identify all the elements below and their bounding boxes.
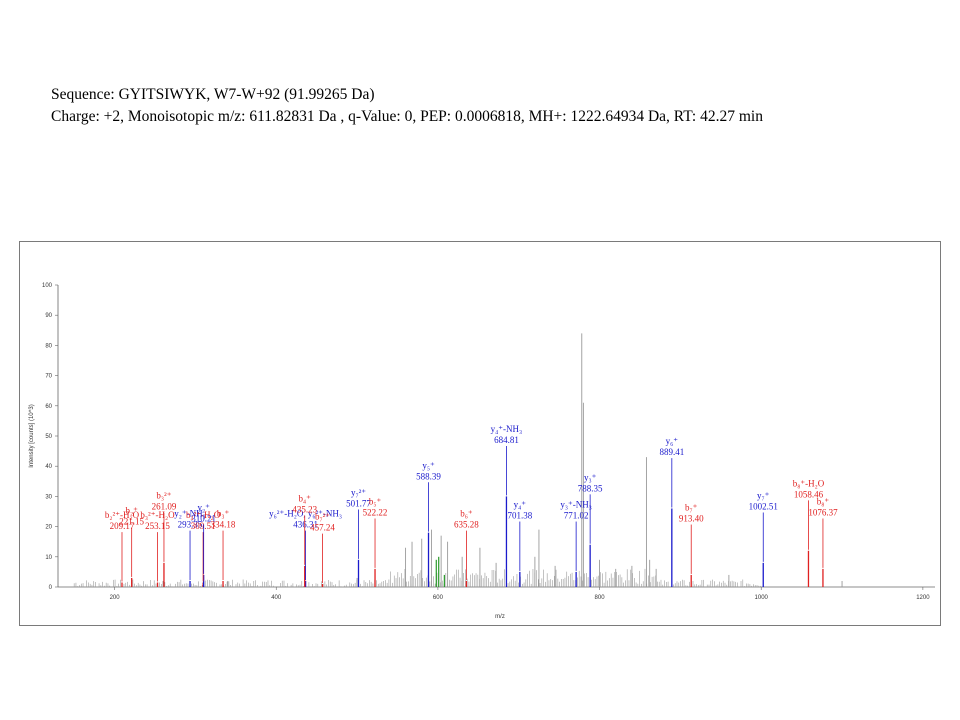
ion-mz-label: 209.17 [110, 521, 135, 531]
ion-mz-label: 1058.46 [794, 489, 824, 499]
ion-mz-label: 501.77 [346, 498, 371, 508]
ion-name-label: y₅⁺ [422, 460, 435, 470]
ion-mz-label: 1076.37 [808, 508, 838, 518]
ion-mz-label: 435.23 [292, 505, 317, 515]
ion-name-label: b₈⁺ [817, 497, 830, 507]
ion-name-label: b₇²⁺ [315, 512, 330, 522]
ion-mz-label: 293.35 [178, 520, 203, 530]
ion-name-label: b₂⁺ [125, 506, 138, 516]
y-tick-label: 90 [45, 313, 52, 319]
ion-mz-label: 889.41 [659, 447, 684, 457]
ion-name-label: y₇⁺ [757, 490, 770, 500]
charge-line: Charge: +2, Monoisotopic m/z: 611.82831 … [51, 108, 763, 125]
ion-name-label: b₅⁺ [369, 497, 382, 507]
ion-name-label: y₆⁺ [666, 436, 679, 446]
y-tick-label: 60 [45, 404, 52, 410]
ion-mz-label: 588.39 [416, 471, 441, 481]
ion-mz-label: 261.09 [152, 501, 177, 511]
ion-name-label: b₃²⁺-H₂O [140, 510, 175, 520]
ion-mz-label: 635.28 [454, 520, 479, 530]
ion-mz-label: 334.18 [211, 520, 236, 530]
ion-mz-label: 1002.51 [749, 501, 778, 511]
ion-name-label: b₄⁺ [299, 494, 312, 504]
spectrum-header: Sequence: GYITSIWYK, W7-W+92 (91.99265 D… [51, 84, 763, 128]
y-tick-label: 20 [45, 525, 52, 531]
ion-name-label: b₆⁺ [460, 509, 473, 519]
y-tick-label: 0 [49, 585, 53, 591]
ion-name-label: y₃⁺-NH₃ [560, 500, 592, 510]
ion-mz-label: 913.40 [679, 514, 704, 524]
y-tick-label: 40 [45, 464, 52, 470]
ion-name-label: y₆²⁺-H₂O, y₆²⁺-NH₃ [269, 509, 342, 519]
x-tick-label: 400 [271, 595, 282, 601]
ion-mz-label: 771.02 [564, 511, 589, 521]
y-tick-label: 80 [45, 343, 52, 349]
ion-mz-label: 253.15 [145, 521, 170, 531]
ion-name-label: b₃⁺ [217, 509, 230, 519]
chart-frame [19, 241, 941, 626]
ion-mz-label: 684.81 [494, 435, 519, 445]
ion-mz-label: 701.38 [507, 511, 532, 521]
sequence-line: Sequence: GYITSIWYK, W7-W+92 (91.99265 D… [51, 86, 375, 103]
y-tick-label: 30 [45, 494, 52, 500]
ion-mz-label: 309.51 [191, 521, 216, 531]
x-tick-label: 200 [110, 595, 121, 601]
y-tick-label: 70 [45, 374, 52, 380]
ion-name-label: y₄⁺ [514, 500, 527, 510]
ion-name-label: y₂⁺ [197, 503, 210, 513]
x-tick-label: 600 [433, 595, 444, 601]
ion-name-label: y₃⁺ [584, 472, 597, 482]
ion-name-label: y₇²⁺ [351, 487, 366, 497]
ion-name-label: b₂²⁺-H₂O [105, 510, 140, 520]
ion-name-label: y₂⁺-NH₃ [174, 509, 206, 519]
ion-name-label: b₄²⁺-H₂O [186, 510, 221, 520]
ion-name-label: b₈⁺-H₂O [793, 478, 825, 488]
ion-name-label: b₇⁺ [685, 503, 698, 513]
ion-mz-label: 522.22 [363, 508, 388, 518]
ion-mz-label: 221.15 [119, 517, 144, 527]
x-axis-label: m/z [495, 614, 505, 620]
y-tick-label: 10 [45, 555, 52, 561]
x-tick-label: 1200 [916, 595, 930, 601]
x-tick-label: 800 [595, 595, 606, 601]
ion-mz-label: 788.35 [578, 483, 603, 493]
x-tick-label: 1000 [755, 595, 769, 601]
ion-name-label: y₄⁺-NH₃ [491, 424, 523, 434]
ion-mz-label: 436.31 [293, 520, 318, 530]
y-tick-label: 50 [45, 434, 52, 440]
ion-mz-label: 457.24 [310, 523, 335, 533]
ion-mz-label: 310.21 [191, 514, 216, 524]
y-tick-label: 100 [42, 283, 53, 289]
y-axis-label: Intensity [counts] (10^3) [29, 404, 35, 468]
ion-name-label: b₃²⁺ [156, 490, 171, 500]
